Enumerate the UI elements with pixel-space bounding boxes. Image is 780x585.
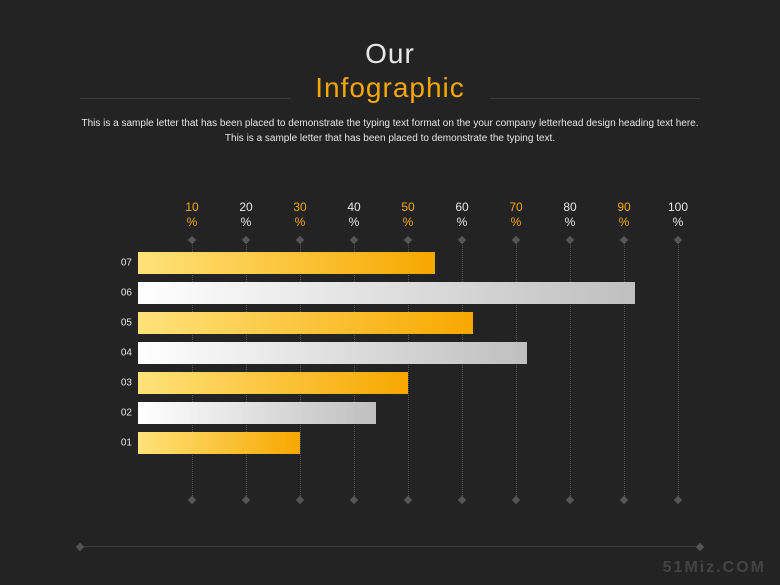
grid-dot	[566, 496, 574, 504]
bar	[138, 432, 300, 454]
x-tick: 10%	[172, 200, 212, 230]
bar	[138, 282, 635, 304]
bar-row: 01	[138, 432, 678, 454]
grid-dot	[404, 496, 412, 504]
gridline	[570, 240, 571, 500]
gridline	[462, 240, 463, 500]
x-tick: 30%	[280, 200, 320, 230]
gridline	[408, 240, 409, 500]
bar-row: 04	[138, 342, 678, 364]
bar-label: 06	[102, 288, 132, 299]
title-line2: Infographic	[0, 72, 780, 104]
subtitle: This is a sample letter that has been pl…	[80, 116, 700, 146]
grid-dot	[458, 496, 466, 504]
bar-row: 02	[138, 402, 678, 424]
gridline	[678, 240, 679, 500]
title-line1: Our	[0, 38, 780, 70]
x-axis: 10%20%30%40%50%60%70%80%90%100%	[138, 200, 678, 240]
bar-row: 07	[138, 252, 678, 274]
x-tick: 70%	[496, 200, 536, 230]
grid-dot	[350, 496, 358, 504]
x-tick: 20%	[226, 200, 266, 230]
bar-label: 07	[102, 258, 132, 269]
grid-dot	[512, 496, 520, 504]
bar	[138, 372, 408, 394]
header-rule	[80, 98, 700, 99]
bar	[138, 402, 376, 424]
x-tick: 40%	[334, 200, 374, 230]
header: Our Infographic This is a sample letter …	[0, 0, 780, 146]
grid-dot	[674, 236, 682, 244]
bar-row: 06	[138, 282, 678, 304]
bar-label: 03	[102, 378, 132, 389]
footer-rule	[80, 546, 700, 547]
gridline	[192, 240, 193, 500]
gridline	[624, 240, 625, 500]
bar-row: 03	[138, 372, 678, 394]
gridline	[354, 240, 355, 500]
bar-label: 01	[102, 438, 132, 449]
bar-row: 05	[138, 312, 678, 334]
plot-area: 07 06 05 04 03 02 01	[138, 240, 678, 500]
x-tick: 100%	[658, 200, 698, 230]
grid-dot	[674, 496, 682, 504]
grid-dot	[296, 496, 304, 504]
gridline	[300, 240, 301, 500]
grid-dot	[188, 496, 196, 504]
bar-label: 05	[102, 318, 132, 329]
x-tick: 80%	[550, 200, 590, 230]
gridline	[246, 240, 247, 500]
bar-chart: 10%20%30%40%50%60%70%80%90%100% 07060504…	[98, 200, 678, 520]
x-tick: 60%	[442, 200, 482, 230]
bar	[138, 312, 473, 334]
x-tick: 50%	[388, 200, 428, 230]
bar	[138, 252, 435, 274]
grid-dot	[620, 496, 628, 504]
bar-label: 02	[102, 408, 132, 419]
bar	[138, 342, 527, 364]
watermark: 51Miz.COM	[663, 559, 766, 577]
gridline	[516, 240, 517, 500]
x-tick: 90%	[604, 200, 644, 230]
grid-dot	[242, 496, 250, 504]
bar-label: 04	[102, 348, 132, 359]
